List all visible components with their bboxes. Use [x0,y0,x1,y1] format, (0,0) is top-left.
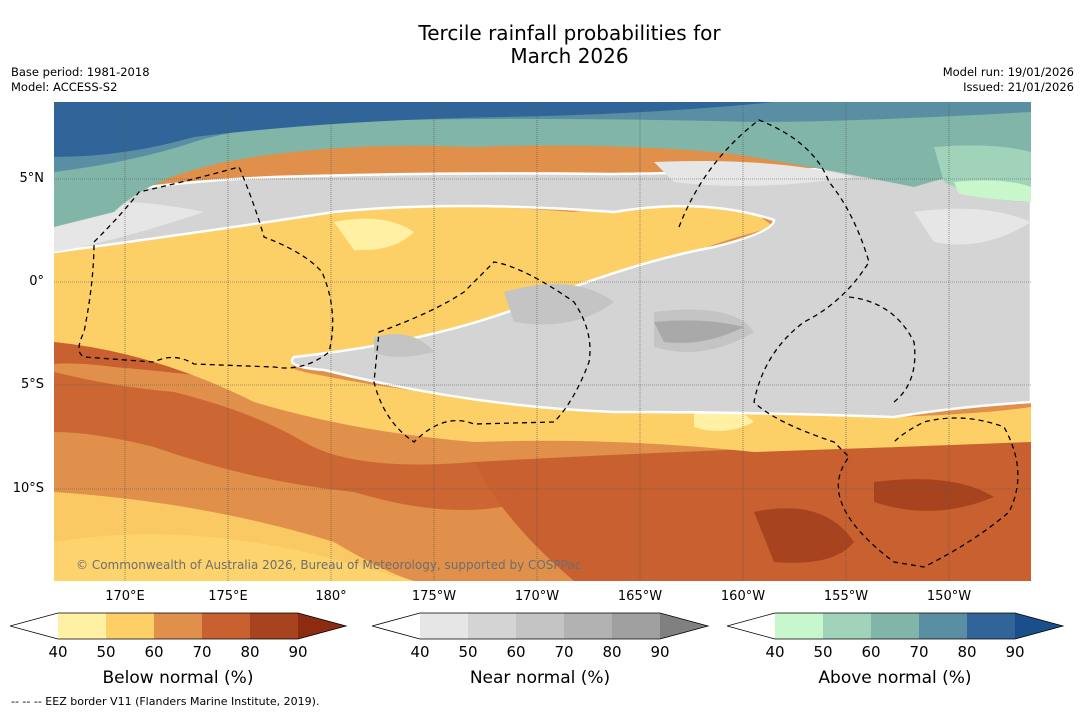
near-80-patch [654,320,744,343]
cb-below-low-arrow [10,613,58,639]
cb-below-bin-70 [202,613,250,639]
cb-near-bin-60 [516,613,564,639]
lon-label-170e: 170°E [105,589,145,604]
below-60-band [54,204,1031,452]
base-info: Base period: 1981-2018 Model: ACCESS-S2 [11,65,150,95]
above-40-edge [954,180,1031,202]
base-period: Base period: 1981-2018 [11,65,150,79]
cb-near-bin-70 [564,613,612,639]
lon-label-170w: 170°W [514,589,560,604]
map-title: Tercile rainfall probabilities for March… [0,22,1085,68]
cb-above-tick-60: 60 [861,643,881,661]
cb-near-tick-40: 40 [410,643,430,661]
lon-label-165w: 165°W [617,589,663,604]
colorbar-above-svg [725,612,1065,640]
near-40-patches [54,161,1031,252]
lon-label-175e: 175°E [208,589,248,604]
eez-footnote: -- -- -- EEZ border V11 (Flanders Marine… [11,695,320,708]
cb-above-tick-50: 50 [813,643,833,661]
cb-above-tick-70: 70 [909,643,929,661]
cb-above-bin-40 [775,613,823,639]
eez-borders [78,119,1019,568]
cb-above-bin-80 [967,613,1015,639]
near-normal-region [54,160,1031,419]
cb-above-tick-80: 80 [957,643,977,661]
cb-below-bin-80 [250,613,298,639]
cb-near-low-arrow [372,613,420,639]
lon-label-160w: 160°W [720,589,766,604]
cb-near-label: Near normal (%) [469,668,611,688]
cb-below-label: Below normal (%) [102,668,254,688]
cb-above-bin-70 [919,613,967,639]
cb-near-high-arrow [660,613,708,639]
cb-below-bin-60 [154,613,202,639]
cb-near-tick-50: 50 [458,643,478,661]
cb-near-tick-90: 90 [650,643,670,661]
below-80-southeast [754,479,994,563]
model-name: Model: ACCESS-S2 [11,80,118,94]
cb-near-tick-80: 80 [602,643,622,661]
cb-above-label: Above normal (%) [818,668,972,688]
title-line-1: Tercile rainfall probabilities for [418,21,721,45]
probability-map[interactable] [54,102,1031,581]
cb-below-tick-70: 70 [192,643,212,661]
cb-near-tick-60: 60 [506,643,526,661]
cb-above-high-arrow [1015,613,1063,639]
cb-below-bin-40 [58,613,106,639]
lon-label-150w: 150°W [926,589,972,604]
cb-above-tick-90: 90 [1005,643,1025,661]
title-line-2: March 2026 [510,44,629,68]
below-70-southwest [54,372,524,510]
above-90-north [54,102,774,157]
map-canvas [54,102,1031,581]
cb-below-high-arrow [298,613,346,639]
colorbar-below-svg [8,612,348,640]
colorbar-near [370,611,712,645]
cb-above-tick-40: 40 [765,643,785,661]
lat-label-5n: 5°N [19,171,45,186]
cb-above-low-arrow [727,613,775,639]
cb-below-tick-40: 40 [48,643,68,661]
lat-label-5s: 5°S [20,377,44,392]
cb-below-tick-90: 90 [288,643,308,661]
graticule [54,102,1031,581]
cb-below-tick-80: 80 [240,643,260,661]
run-info: Model run: 19/01/2026 Issued: 21/01/2026 [943,65,1074,95]
lon-label-155w: 155°W [823,589,869,604]
cb-near-tick-70: 70 [554,643,574,661]
colorbar-below [8,611,350,645]
cb-near-bin-80 [612,613,660,639]
below-70-southeast [474,432,1031,581]
lat-label-10s: 10°S [12,481,44,496]
colorbar-near-svg [370,612,710,640]
cb-below-tick-50: 50 [96,643,116,661]
cb-near-bin-50 [468,613,516,639]
colorbar-above [725,611,1067,645]
model-run: Model run: 19/01/2026 [942,65,1074,79]
cb-below-tick-60: 60 [144,643,164,661]
cb-below-bin-50 [106,613,154,639]
below-60-south [54,492,414,581]
cb-near-bin-40 [420,613,468,639]
near-70-patches [374,284,754,357]
issued-date: Issued: 21/01/2026 [963,80,1074,94]
lat-label-eq: 0° [29,274,44,289]
lon-label-180: 180° [315,589,347,604]
cb-above-bin-50 [823,613,871,639]
copyright-notice: © Commonwealth of Australia 2026, Bureau… [76,558,582,572]
cb-above-bin-60 [871,613,919,639]
lon-label-175w: 175°W [411,589,457,604]
